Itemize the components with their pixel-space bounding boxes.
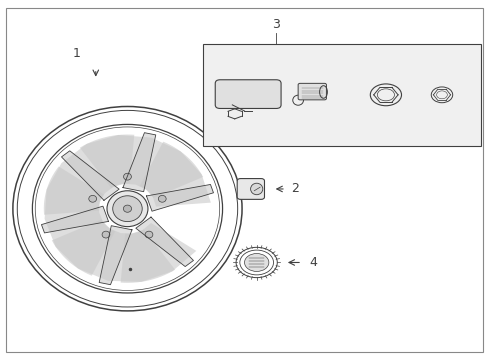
Polygon shape bbox=[44, 166, 103, 215]
FancyBboxPatch shape bbox=[374, 82, 396, 108]
Polygon shape bbox=[80, 135, 134, 188]
FancyBboxPatch shape bbox=[434, 85, 448, 104]
Text: 3: 3 bbox=[272, 18, 280, 31]
Ellipse shape bbox=[107, 191, 148, 226]
Polygon shape bbox=[52, 220, 115, 276]
Ellipse shape bbox=[158, 195, 166, 202]
FancyBboxPatch shape bbox=[237, 179, 264, 199]
Polygon shape bbox=[121, 229, 175, 283]
Polygon shape bbox=[146, 184, 213, 211]
Polygon shape bbox=[122, 133, 156, 192]
Ellipse shape bbox=[244, 253, 268, 271]
Polygon shape bbox=[41, 206, 108, 233]
Bar bbox=[203, 44, 480, 146]
Ellipse shape bbox=[250, 183, 262, 195]
Text: 1: 1 bbox=[72, 47, 80, 60]
Text: 4: 4 bbox=[309, 256, 317, 269]
Polygon shape bbox=[44, 135, 210, 282]
Polygon shape bbox=[140, 141, 203, 198]
Ellipse shape bbox=[113, 196, 142, 222]
Ellipse shape bbox=[123, 173, 131, 180]
FancyBboxPatch shape bbox=[298, 84, 326, 100]
Polygon shape bbox=[99, 226, 132, 285]
Ellipse shape bbox=[89, 195, 97, 202]
FancyBboxPatch shape bbox=[215, 80, 281, 108]
Polygon shape bbox=[61, 151, 119, 200]
Ellipse shape bbox=[102, 231, 110, 238]
Text: 2: 2 bbox=[290, 183, 298, 195]
Polygon shape bbox=[136, 217, 193, 266]
Ellipse shape bbox=[145, 231, 153, 238]
Ellipse shape bbox=[123, 205, 131, 212]
